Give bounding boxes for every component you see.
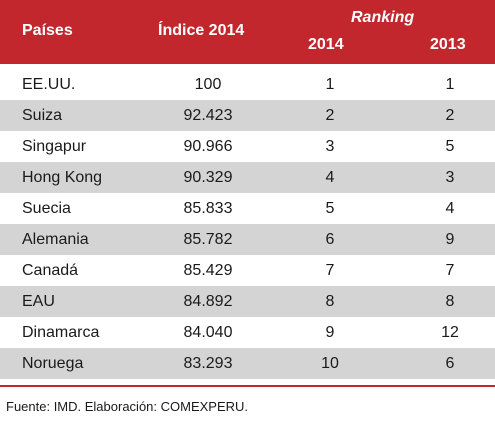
index-cell: 90.966 (183, 138, 233, 155)
rank-2014-cell: 3 (325, 138, 335, 155)
country-cell: Hong Kong (22, 169, 103, 186)
index-cell: 85.833 (183, 200, 233, 217)
table-header: Países Índice 2014 Ranking 2014 2013 (0, 0, 495, 64)
table-row: Suecia 85.833 5 4 (0, 193, 495, 224)
table-bottom-divider (0, 385, 495, 387)
rank-2013-cell: 5 (445, 138, 455, 155)
rank-2013-cell: 6 (445, 355, 455, 372)
rank-2014-cell: 6 (325, 231, 335, 248)
index-cell: 85.782 (183, 231, 233, 248)
table-row: Canadá 85.429 7 7 (0, 255, 495, 286)
header-year-2013: 2013 (430, 36, 466, 53)
table-row: EAU 84.892 8 8 (0, 286, 495, 317)
index-cell: 85.429 (183, 262, 233, 279)
rank-2013-cell: 7 (445, 262, 455, 279)
table-row: Hong Kong 90.329 4 3 (0, 162, 495, 193)
country-cell: EE.UU. (22, 76, 76, 93)
rank-2014-cell: 5 (325, 200, 335, 217)
header-paises: Países (22, 22, 73, 39)
source-note: Fuente: IMD. Elaboración: COMEXPERU. (6, 399, 249, 414)
table-row: Dinamarca 84.040 9 12 (0, 317, 495, 348)
country-cell: Noruega (22, 355, 84, 372)
header-ranking: Ranking (351, 9, 415, 26)
rank-2014-cell: 1 (325, 76, 335, 93)
index-cell: 83.293 (183, 355, 233, 372)
table-row: Alemania 85.782 6 9 (0, 224, 495, 255)
rank-2013-cell: 3 (445, 169, 455, 186)
table-row: EE.UU. 100 1 1 (0, 69, 495, 100)
country-cell: Suiza (22, 107, 63, 124)
rank-2013-cell: 4 (445, 200, 455, 217)
index-cell: 90.329 (183, 169, 233, 186)
rank-2013-cell: 2 (445, 107, 455, 124)
country-cell: Alemania (22, 231, 89, 248)
ranking-table: Países Índice 2014 Ranking 2014 2013 EE.… (0, 0, 495, 379)
rank-2014-cell: 4 (325, 169, 335, 186)
rank-2013-cell: 1 (445, 76, 455, 93)
country-cell: Canadá (22, 262, 79, 279)
country-cell: Dinamarca (22, 324, 100, 341)
country-cell: EAU (22, 293, 55, 310)
rank-2014-cell: 8 (325, 293, 335, 310)
header-indice: Índice 2014 (158, 22, 245, 39)
country-cell: Singapur (22, 138, 87, 155)
rank-2014-cell: 10 (321, 355, 339, 372)
rank-2013-cell: 12 (441, 324, 459, 341)
header-year-2014: 2014 (308, 36, 344, 53)
index-cell: 84.040 (183, 324, 233, 341)
table-row: Noruega 83.293 10 6 (0, 348, 495, 379)
index-cell: 100 (194, 76, 222, 93)
country-cell: Suecia (22, 200, 71, 217)
index-cell: 84.892 (183, 293, 233, 310)
rank-2014-cell: 2 (325, 107, 335, 124)
table-body: EE.UU. 100 1 1 Suiza 92.423 2 2 Singapur… (0, 69, 495, 379)
index-cell: 92.423 (183, 107, 233, 124)
table-row: Suiza 92.423 2 2 (0, 100, 495, 131)
table-row: Singapur 90.966 3 5 (0, 131, 495, 162)
rank-2014-cell: 7 (325, 262, 335, 279)
rank-2013-cell: 9 (445, 231, 455, 248)
rank-2014-cell: 9 (325, 324, 335, 341)
rank-2013-cell: 8 (445, 293, 455, 310)
